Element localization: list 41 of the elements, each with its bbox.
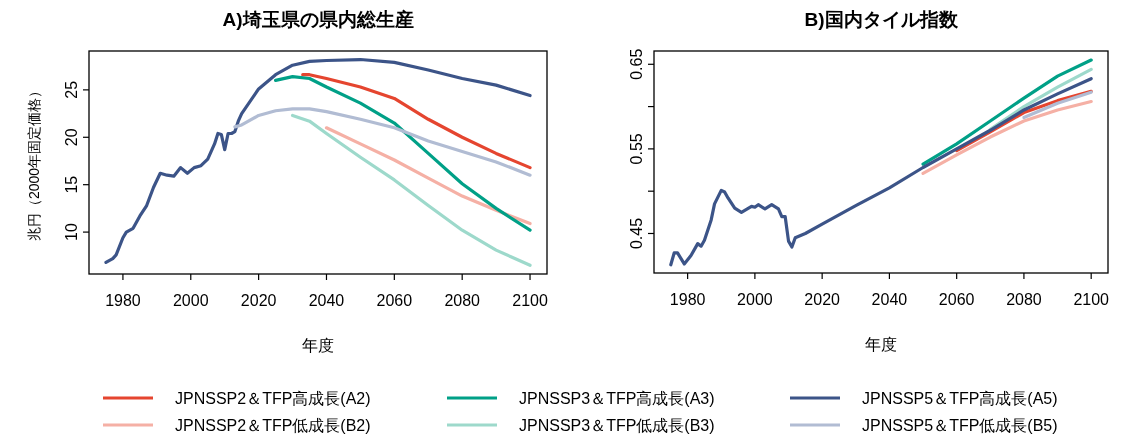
line-series (921, 99, 1093, 176)
y-tick-label: 10 (63, 223, 80, 241)
x-tick-label: 1980 (669, 291, 706, 308)
x-tick-label: 2040 (308, 292, 345, 309)
legend-label: JPNSSP5＆TFP高成長(A5) (862, 390, 1058, 407)
x-tick-label: 2080 (444, 292, 481, 309)
legend-label: JPNSSP2＆TFP低成長(B2) (175, 417, 371, 434)
x-tick-label: 2040 (871, 291, 908, 308)
x-axis-title: 年度 (865, 336, 897, 353)
line-series (273, 75, 532, 232)
y-tick-label: 15 (63, 175, 80, 194)
y-tick-label: 25 (63, 80, 80, 99)
legend-label: JPNSSP5＆TFP低成長(B5) (862, 417, 1058, 434)
line-series (301, 73, 532, 170)
x-tick-label: 2000 (172, 292, 209, 309)
line-series (290, 113, 532, 267)
y-tick-label: 0.65 (628, 48, 645, 80)
x-tick-label: 1980 (105, 292, 141, 309)
y-tick-label: 20 (63, 128, 80, 147)
x-tick-label: 2020 (240, 292, 277, 309)
x-tick-label: 2100 (1073, 291, 1110, 308)
x-tick-label: 2000 (737, 291, 773, 308)
chart-title: B)国内タイル指数 (804, 9, 959, 30)
y-tick-label: 0.55 (628, 133, 645, 165)
y-tick-label: 0.45 (628, 217, 645, 250)
x-tick-label: 2100 (512, 292, 548, 309)
line-series (324, 126, 532, 226)
line-series (921, 58, 1093, 166)
x-tick-label: 2020 (804, 291, 841, 308)
line-series (104, 57, 532, 265)
chart-title: A)埼玉県の県内総生産 (222, 9, 414, 30)
x-axis-title: 年度 (302, 337, 334, 354)
x-tick-label: 2080 (1006, 291, 1042, 308)
y-axis-title: 兆円（2000年固定価格） (26, 83, 42, 242)
legend-label: JPNSSP3＆TFP高成長(A3) (519, 390, 715, 407)
line-series (233, 107, 532, 177)
x-tick-label: 2060 (376, 292, 413, 309)
legend-label: JPNSSP2＆TFP高成長(A2) (175, 390, 371, 407)
x-tick-label: 2060 (938, 291, 975, 308)
legend-label: JPNSSP3＆TFP低成長(B3) (519, 417, 715, 434)
line-series (669, 77, 1093, 267)
